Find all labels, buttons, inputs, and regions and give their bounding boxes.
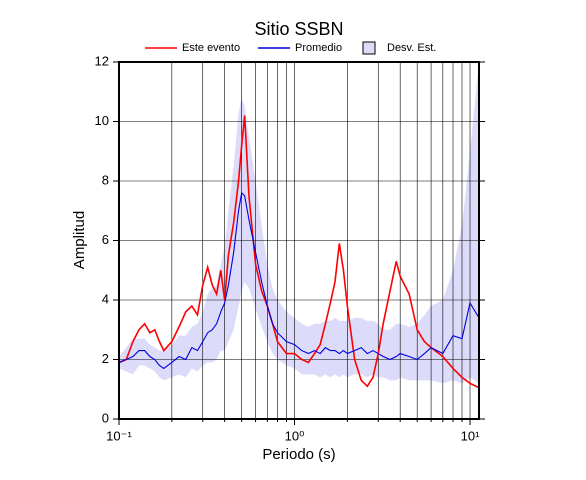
y-tick-label: 0 [102, 410, 109, 425]
legend-label: Promedio [295, 42, 342, 54]
x-axis-label: Periodo (s) [262, 446, 335, 463]
legend-swatch [362, 41, 376, 55]
y-tick-label: 12 [95, 53, 109, 68]
y-tick-label: 8 [102, 172, 109, 187]
x-tick-label: 10¹ [461, 428, 480, 443]
y-tick-label: 6 [102, 232, 109, 247]
std-band [119, 62, 479, 384]
x-tick-label: 10⁻¹ [106, 428, 132, 443]
x-tick-label: 10⁰ [285, 428, 305, 443]
chart-title: Sitio SSBN [254, 19, 343, 39]
y-tick-label: 10 [95, 113, 109, 128]
y-axis-label: Amplitud [71, 211, 88, 269]
legend-label: Este evento [182, 42, 240, 54]
series-line [118, 191, 480, 370]
y-tick-label: 4 [102, 291, 109, 306]
series-line [118, 115, 480, 389]
legend-label: Desv. Est. [387, 42, 436, 54]
y-tick-label: 2 [102, 351, 109, 366]
